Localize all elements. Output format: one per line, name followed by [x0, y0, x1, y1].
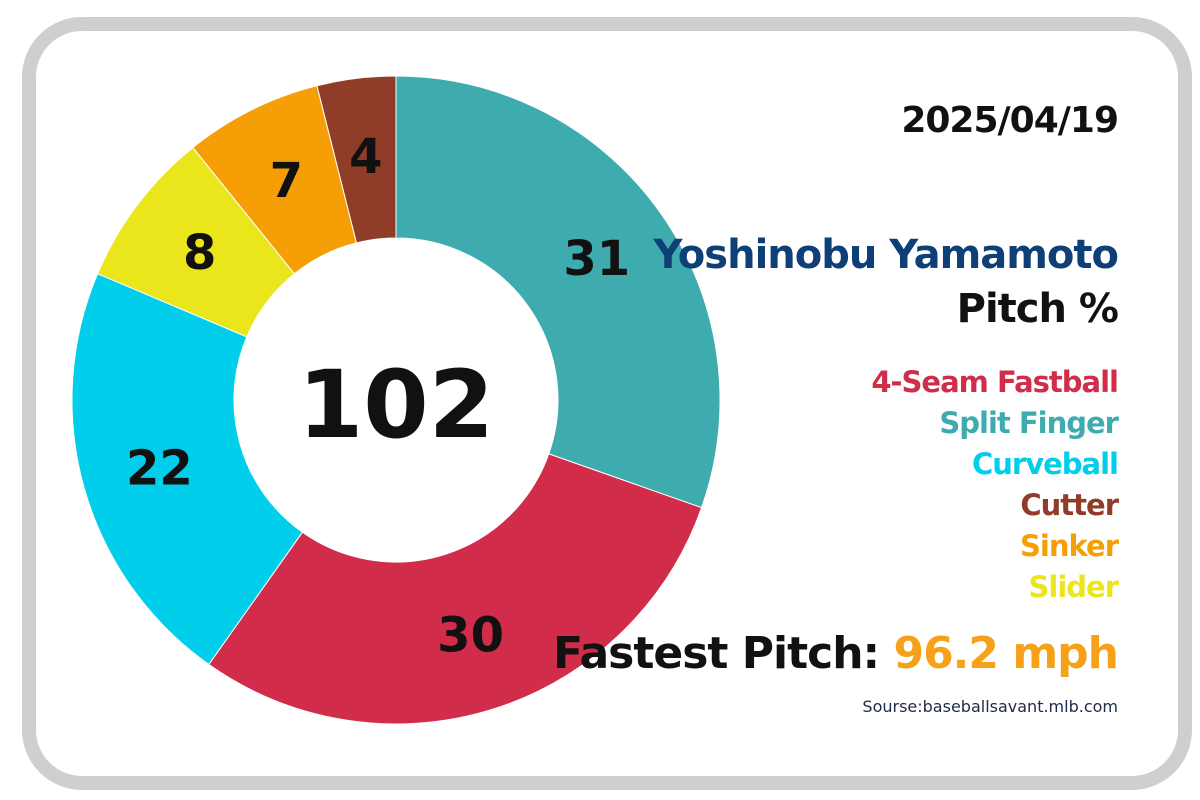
legend-item: Slider — [1028, 570, 1119, 604]
slice-value-label: 8 — [183, 225, 216, 281]
chart-subtitle: Pitch % — [956, 286, 1119, 332]
pitch-total: 102 — [298, 351, 494, 460]
slice-value-label: 7 — [270, 153, 303, 209]
donut-slice — [208, 453, 703, 725]
source-credit: Sourse:baseballsavant.mlb.com — [862, 697, 1118, 716]
fastest-pitch: Fastest Pitch: 96.2 mph — [552, 628, 1119, 679]
donut-slice — [71, 273, 304, 666]
player-name: Yoshinobu Yamamoto — [653, 232, 1119, 278]
legend-item: Split Finger — [939, 406, 1119, 440]
slice-value-label: 22 — [126, 440, 193, 496]
game-date: 2025/04/19 — [901, 100, 1119, 141]
donut-slice-labels: 31 30 22 87 4 — [126, 129, 630, 664]
legend: 4-Seam Fastball Split Finger Curveball C… — [871, 362, 1119, 608]
legend-item: Cutter — [1020, 488, 1119, 522]
donut-slices — [71, 75, 721, 725]
fastest-pitch-label: Fastest Pitch: — [552, 628, 880, 679]
slice-value-label: 30 — [437, 607, 504, 663]
fastest-pitch-value: 96.2 mph — [893, 628, 1119, 679]
donut-slice — [316, 75, 397, 244]
donut-slice — [395, 75, 721, 509]
legend-item: 4-Seam Fastball — [871, 365, 1119, 399]
slice-value-label: 4 — [349, 129, 382, 185]
slice-value-label: 31 — [563, 231, 630, 287]
legend-item: Sinker — [1020, 529, 1119, 563]
legend-item: Curveball — [971, 447, 1119, 481]
